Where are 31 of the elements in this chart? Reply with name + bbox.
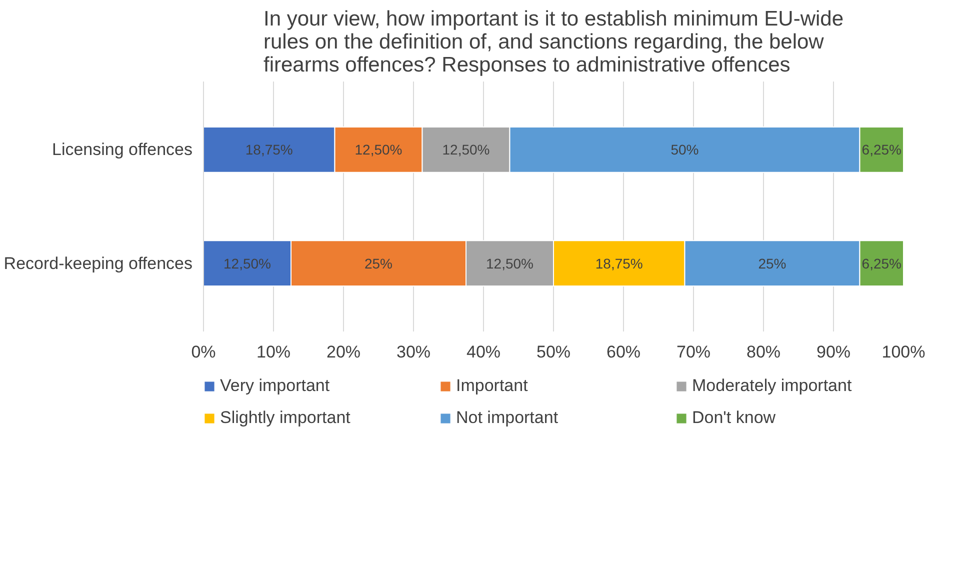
data-label: 18,75% (595, 255, 643, 272)
data-label: 12,50% (354, 142, 402, 158)
x-tick-label: 60% (606, 342, 641, 362)
data-label: 6,25% (862, 142, 902, 158)
data-label: 25% (364, 255, 393, 272)
x-tick-label: 90% (816, 342, 851, 362)
legend-label: Slightly important (220, 408, 352, 428)
data-label: 6,25% (862, 255, 902, 272)
y-tick-label: Licensing offences (52, 140, 193, 160)
y-tick-label: Record-keeping offences (4, 254, 193, 273)
legend-label: Very important (220, 376, 331, 396)
x-tick-label: 40% (466, 342, 501, 362)
x-tick-label: 50% (536, 342, 571, 362)
data-label: 12,50% (486, 255, 534, 272)
x-tick-label: 100% (882, 342, 926, 362)
chart-title: In your view, how important is it to establish minimum EU-wide rules on the definition of, and sanctions regarding, the below firearms offences? Responses to administrative offences (263, 8, 844, 76)
x-tick-label: 70% (676, 342, 711, 362)
data-label: 12,50% (224, 255, 271, 272)
legend-label: Not important (456, 408, 560, 428)
x-tick-label: 80% (746, 342, 781, 362)
legend-label: Moderately important (692, 376, 853, 396)
legend-label: Don't know (692, 408, 777, 428)
x-tick-label: 10% (256, 342, 291, 362)
data-label: 18,75% (245, 142, 293, 158)
data-label: 25% (758, 255, 786, 272)
x-tick-label: 30% (396, 342, 431, 362)
data-label: 50% (670, 142, 699, 158)
x-tick-label: 0% (191, 342, 216, 362)
data-label: 12,50% (442, 142, 490, 158)
x-tick-label: 20% (326, 342, 361, 362)
legend-label: Important (456, 376, 529, 396)
